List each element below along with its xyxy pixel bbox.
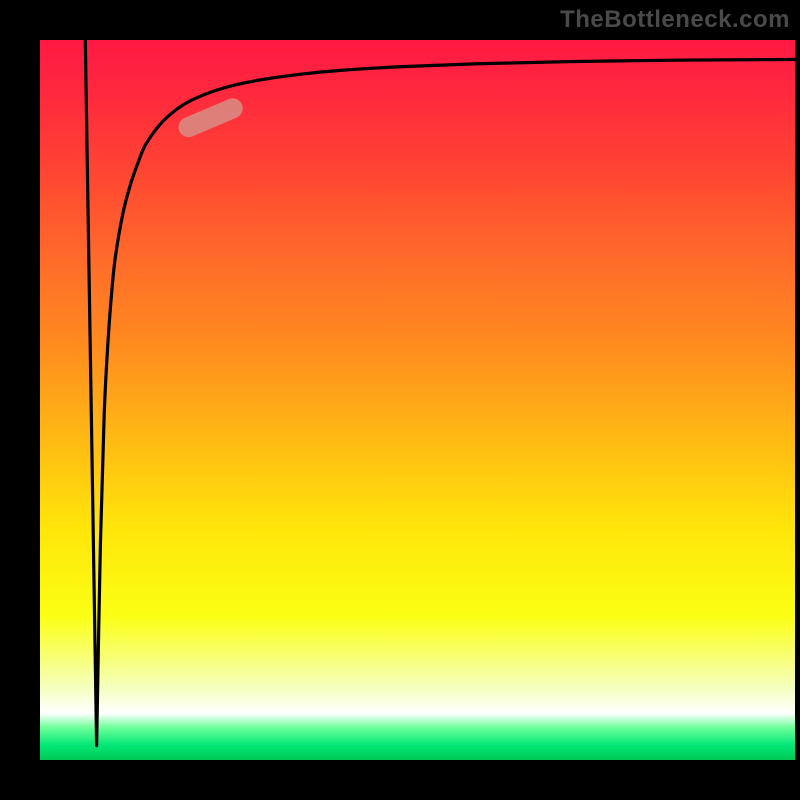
plot-area	[40, 40, 795, 760]
chart-container: TheBottleneck.com	[0, 0, 800, 800]
watermark-text: TheBottleneck.com	[560, 6, 790, 34]
gradient-background	[40, 40, 795, 760]
